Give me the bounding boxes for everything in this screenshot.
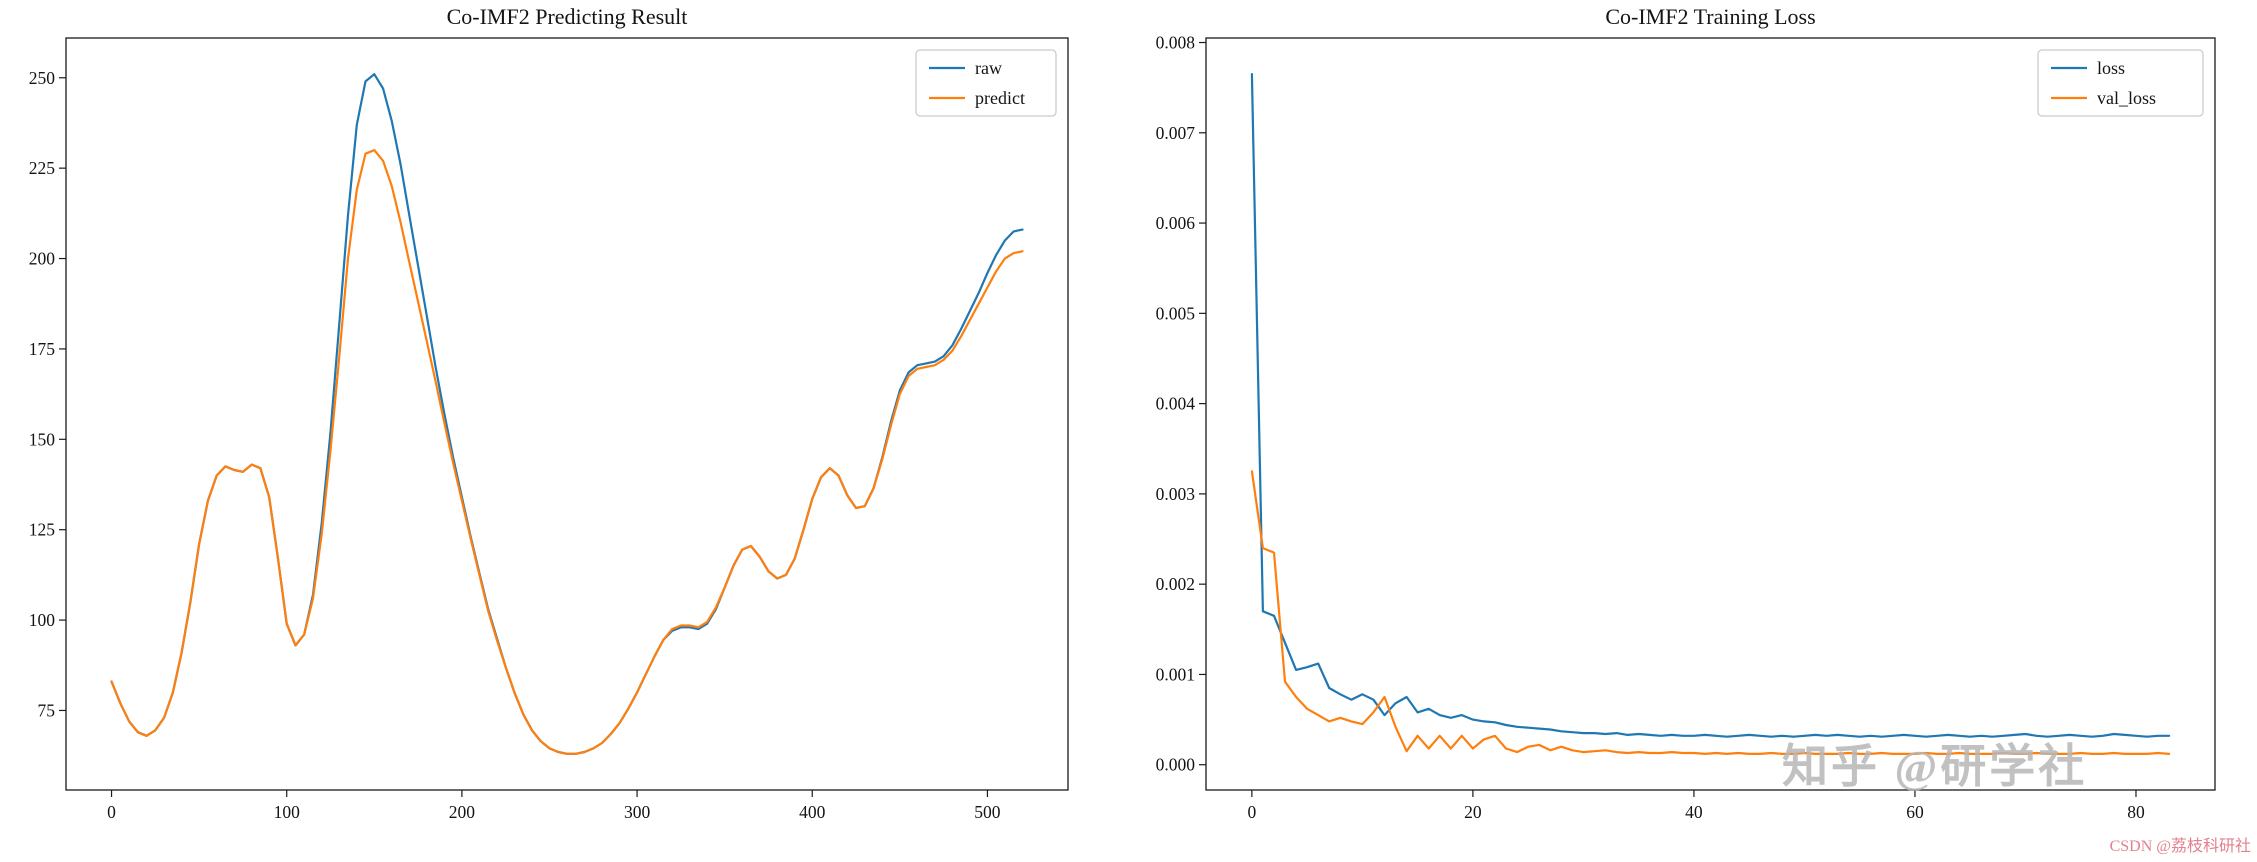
x-tick-label: 300 (624, 802, 651, 822)
series-line-predict (110, 149, 1024, 755)
y-tick-label: 0.000 (1156, 755, 1196, 775)
watermark-csdn: CSDN @荔枝科研社 (2109, 838, 2251, 855)
y-tick-label: 250 (29, 68, 56, 88)
y-tick-label: 0.008 (1156, 33, 1196, 53)
y-tick-label: 100 (29, 610, 56, 630)
y-tick-label: 175 (29, 339, 56, 359)
x-tick-label: 0 (107, 802, 116, 822)
chart-title: Co-IMF2 Predicting Result (447, 4, 688, 29)
y-tick-label: 125 (29, 520, 56, 540)
y-tick-label: 75 (38, 700, 56, 720)
series-line-val_loss (1250, 470, 2171, 756)
legend-box (915, 49, 1057, 117)
series-line-loss (1250, 72, 2171, 738)
y-tick-label: 0.006 (1156, 213, 1196, 233)
watermark-zhihu: 知乎 @研学社 (1782, 741, 2088, 792)
y-tick-label: 0.001 (1156, 664, 1195, 684)
x-tick-label: 60 (1906, 802, 1924, 822)
series-line-raw (110, 73, 1024, 755)
y-tick-label: 150 (29, 429, 56, 449)
y-tick-label: 0.005 (1156, 303, 1196, 323)
x-tick-label: 0 (1247, 802, 1256, 822)
plot-border (65, 37, 1069, 791)
legend-box (2037, 49, 2204, 117)
x-tick-label: 400 (799, 802, 826, 822)
x-tick-label: 40 (1685, 802, 1703, 822)
x-tick-label: 20 (1464, 802, 1482, 822)
predicting-result-plot: Co-IMF2 Predicting Result 0 100 200 300 400 50… (29, 4, 1069, 822)
y-tick-label: 0.004 (1156, 394, 1196, 414)
y-tick-label: 200 (29, 249, 56, 269)
legend-label-predict: predict (975, 88, 1025, 108)
x-tick-label: 100 (274, 802, 301, 822)
plot-border (1205, 37, 2216, 791)
x-tick-label: 80 (2127, 802, 2145, 822)
y-tick-label: 0.007 (1156, 123, 1196, 143)
x-tick-label: 200 (449, 802, 476, 822)
y-tick-label: 225 (29, 158, 56, 178)
legend-label-loss: loss (2097, 58, 2125, 78)
chart-title: Co-IMF2 Training Loss (1605, 4, 1815, 29)
x-tick-label: 500 (974, 802, 1001, 822)
legend-label-raw: raw (975, 58, 1002, 78)
y-tick-label: 0.003 (1156, 484, 1196, 504)
y-tick-label: 0.002 (1156, 574, 1195, 594)
legend-label-val_loss: val_loss (2097, 88, 2156, 108)
training-loss-plot: Co-IMF2 Training Loss 0 20 40 60 80 0.000 0.001… (1156, 4, 2216, 822)
